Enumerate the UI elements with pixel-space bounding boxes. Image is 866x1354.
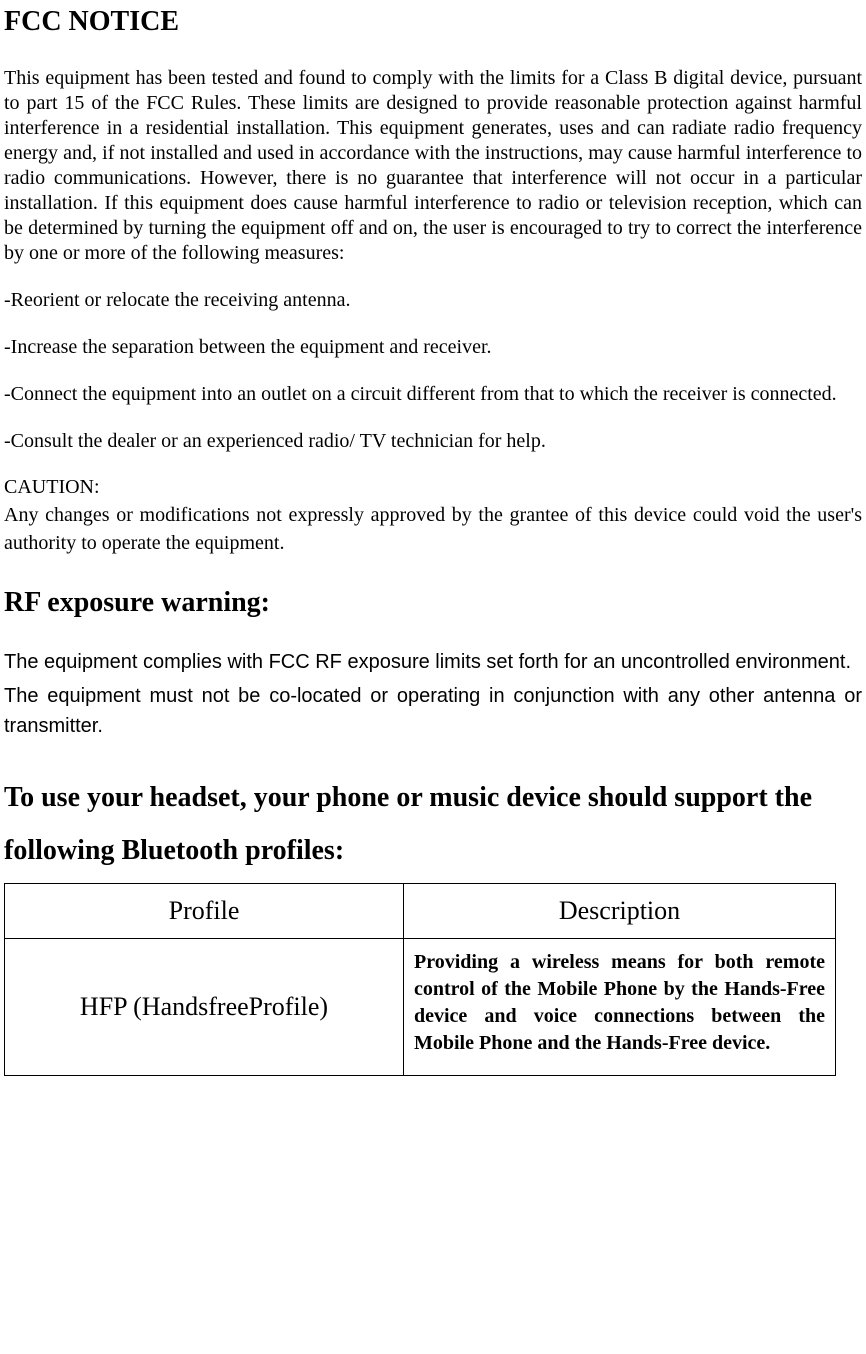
table-header-row: Profile Description <box>5 884 836 939</box>
table-cell-profile: HFP (HandsfreeProfile) <box>5 939 404 1076</box>
caution-text: Any changes or modifications not express… <box>4 501 862 557</box>
rf-warning-heading: RF exposure warning: <box>4 587 862 619</box>
fcc-measure-3: -Connect the equipment into an outlet on… <box>4 382 862 407</box>
profiles-intro-heading: To use your headset, your phone or music… <box>4 771 862 877</box>
table-cell-description: Providing a wireless means for both remo… <box>404 939 836 1076</box>
fcc-intro-paragraph: This equipment has been tested and found… <box>4 66 862 266</box>
table-header-description: Description <box>404 884 836 939</box>
fcc-measure-1: -Reorient or relocate the receiving ante… <box>4 288 862 313</box>
table-row: HFP (HandsfreeProfile) Providing a wirel… <box>5 939 836 1076</box>
fcc-measure-2: -Increase the separation between the equ… <box>4 335 862 360</box>
rf-line-1: The equipment complies with FCC RF expos… <box>4 647 862 677</box>
fcc-measure-4: -Consult the dealer or an experienced ra… <box>4 429 862 454</box>
profiles-table: Profile Description HFP (HandsfreeProfil… <box>4 883 836 1076</box>
caution-label: CAUTION: <box>4 476 862 499</box>
table-header-profile: Profile <box>5 884 404 939</box>
fcc-notice-heading: FCC NOTICE <box>4 6 862 38</box>
rf-line-2: The equipment must not be co-located or … <box>4 681 862 741</box>
